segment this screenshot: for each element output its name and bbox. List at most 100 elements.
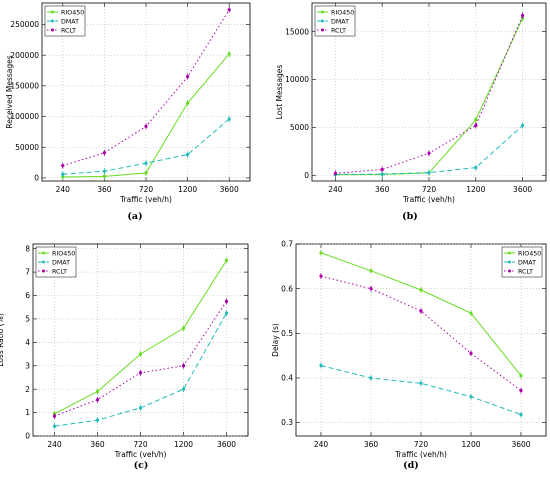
data-point (224, 299, 229, 303)
y-tick-label: 0 (304, 171, 309, 180)
data-point (227, 52, 231, 56)
x-tick-label: 360 (364, 440, 379, 449)
legend-marker (321, 10, 324, 14)
data-point (227, 8, 231, 12)
data-point (138, 406, 143, 410)
y-tick-label: 0.3 (281, 418, 293, 427)
data-point (95, 398, 100, 402)
legend-marker (321, 19, 324, 23)
x-tick-label: 3600 (513, 185, 532, 194)
data-point (186, 153, 190, 157)
legend-label: RIO450 (518, 250, 541, 257)
data-point (102, 151, 106, 155)
data-point (181, 326, 186, 330)
data-point (380, 172, 384, 176)
series-line-rclt (320, 275, 522, 391)
data-point (519, 388, 523, 393)
legend-marker (51, 28, 54, 32)
y-tick-label: 4 (25, 338, 30, 347)
data-point (95, 389, 100, 394)
x-tick-label: 1200 (466, 185, 485, 194)
y-axis-label: Lost Messages (275, 65, 284, 120)
chart-panel-4: 240 360 720 1200 3600 0.3 0.4 0.5 0.6 0.7 Traffic … (271, 240, 547, 471)
legend-label: RIO450 (61, 9, 84, 16)
series-line-dmat (335, 125, 523, 175)
y-tick-label: 250000 (10, 20, 39, 29)
x-tick-label: 3600 (511, 440, 530, 449)
legend-label: RCLT (331, 27, 346, 34)
y-tick-label: 0.5 (281, 329, 293, 338)
y-tick-label: 7 (25, 268, 30, 277)
data-point (319, 363, 323, 368)
x-tick-label: 240 (328, 185, 343, 194)
y-tick-label: 50000 (15, 143, 39, 152)
y-tick-label: 10000 (285, 75, 309, 84)
panel-caption: (b) (402, 211, 418, 222)
legend-label: DMAT (52, 259, 70, 266)
data-point (419, 288, 423, 292)
y-tick-label: 6 (25, 291, 30, 300)
data-point (144, 161, 148, 165)
data-point (224, 311, 229, 315)
data-point (144, 171, 148, 175)
panel-caption: (c) (134, 460, 149, 471)
legend: RIO450 DMAT RCLT (501, 246, 543, 278)
data-point (474, 123, 478, 128)
legend-marker (51, 10, 54, 14)
y-axis-label: Loss Ratio (%) (0, 313, 5, 367)
data-point (369, 269, 373, 273)
x-tick-label: 720 (139, 185, 154, 194)
data-point (138, 352, 143, 356)
y-tick-label: 150000 (10, 81, 39, 90)
y-tick-label: 3 (25, 361, 30, 370)
data-point (519, 374, 523, 378)
data-point (369, 376, 373, 380)
y-tick-label: 200000 (10, 51, 39, 60)
legend-marker (508, 260, 511, 264)
x-tick-label: 3600 (217, 440, 236, 449)
legend-label: DMAT (518, 259, 536, 266)
x-tick-label: 1200 (174, 440, 193, 449)
legend-marker (508, 251, 511, 255)
data-point (186, 101, 190, 105)
data-point (52, 424, 57, 428)
x-tick-label: 720 (414, 440, 429, 449)
data-point (95, 418, 100, 422)
data-point (380, 167, 384, 172)
chart-panel-3: 240 360 720 1200 3600 0 1 2 3 4 5 6 7 8 Traffic (veh/h… (0, 243, 249, 471)
y-tick-label: 5000 (290, 123, 309, 132)
x-tick-label: 360 (90, 440, 105, 449)
x-tick-label: 1200 (178, 185, 197, 194)
panel-caption: (a) (127, 211, 142, 222)
legend-label: DMAT (61, 18, 79, 25)
y-tick-label: 0 (34, 174, 39, 183)
data-point (186, 75, 190, 79)
y-tick-label: 0.7 (281, 240, 293, 249)
data-point (427, 151, 431, 155)
x-axis-label: Traffic (veh/h) (394, 450, 447, 459)
y-axis-label: Received Messages (5, 55, 14, 128)
panel-caption: (d) (403, 460, 419, 471)
series-line-dmat (320, 365, 522, 416)
data-point (61, 164, 65, 168)
data-point (227, 117, 231, 121)
data-point (102, 174, 106, 178)
data-point (144, 124, 148, 128)
data-point (102, 169, 106, 173)
data-point (469, 311, 473, 315)
data-point (427, 170, 431, 175)
y-tick-label: 1 (25, 408, 30, 417)
x-tick-label: 360 (375, 185, 390, 194)
y-tick-label: 100000 (10, 112, 39, 121)
data-point (181, 387, 186, 391)
legend-label: RIO450 (331, 9, 354, 16)
legend-label: RCLT (61, 27, 76, 34)
legend-label: RIO450 (52, 250, 75, 257)
y-tick-label: 0.6 (281, 284, 293, 293)
y-tick-label: 0 (25, 432, 30, 441)
data-point (521, 123, 525, 128)
x-tick-label: 240 (56, 185, 71, 194)
x-axis-label: Traffic (veh/h) (402, 195, 455, 204)
legend-marker (508, 269, 511, 273)
